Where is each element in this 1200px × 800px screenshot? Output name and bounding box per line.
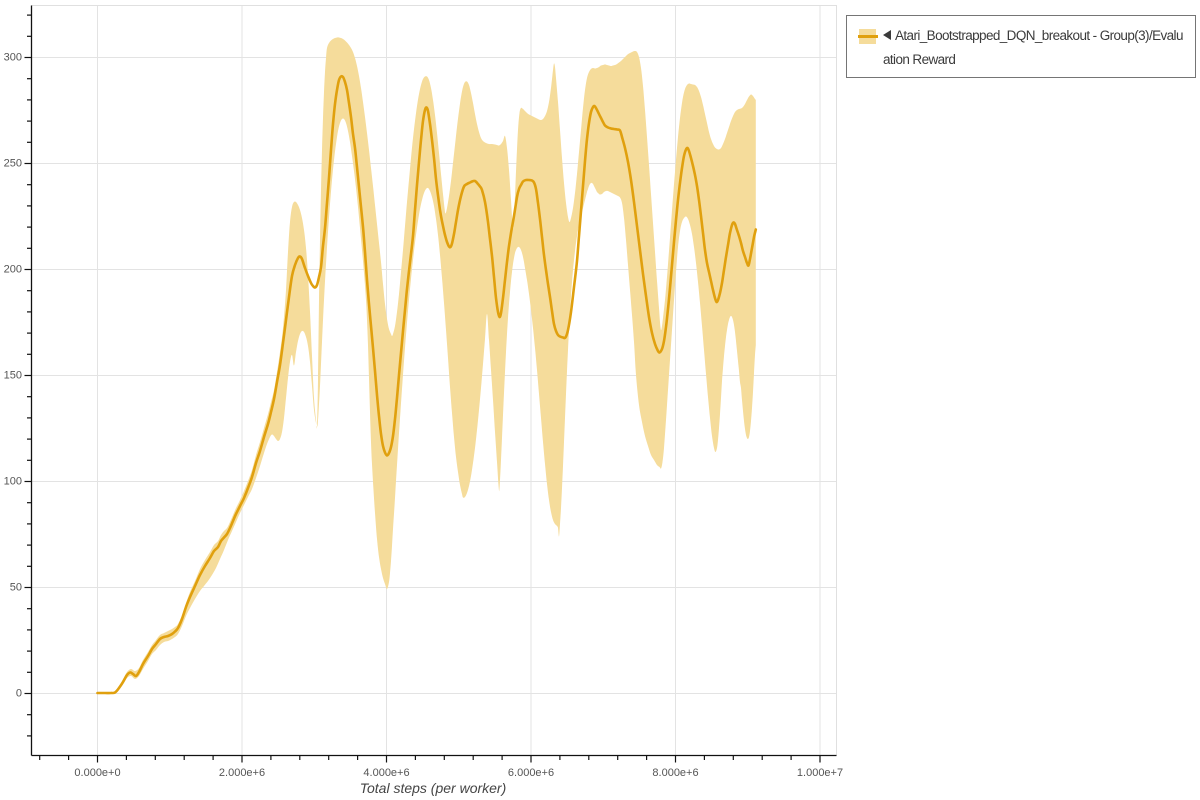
svg-text:1.000e+7: 1.000e+7: [797, 767, 843, 779]
svg-text:4.000e+6: 4.000e+6: [363, 767, 409, 779]
svg-text:8.000e+6: 8.000e+6: [652, 767, 698, 779]
svg-text:Total steps (per worker): Total steps (per worker): [360, 780, 507, 796]
svg-text:50: 50: [10, 582, 22, 594]
svg-text:100: 100: [4, 476, 22, 488]
svg-text:6.000e+6: 6.000e+6: [508, 767, 554, 779]
svg-text:0: 0: [16, 688, 22, 700]
svg-text:0.000e+0: 0.000e+0: [74, 767, 120, 779]
svg-text:250: 250: [4, 158, 22, 170]
svg-text:2.000e+6: 2.000e+6: [219, 767, 265, 779]
svg-text:150: 150: [4, 370, 22, 382]
svg-text:200: 200: [4, 264, 22, 276]
svg-text:300: 300: [4, 52, 22, 64]
